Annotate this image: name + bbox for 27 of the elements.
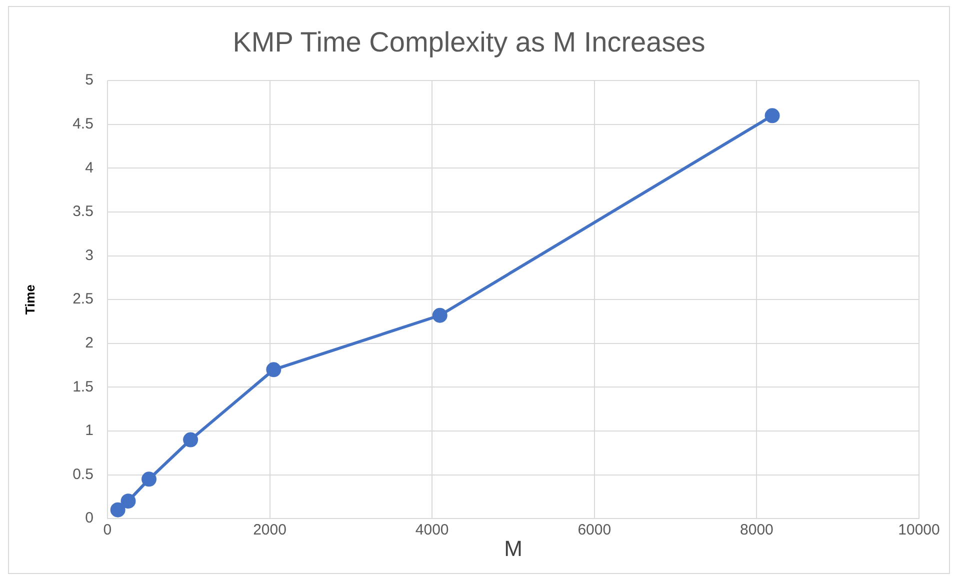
point: [266, 362, 282, 378]
y-tick-label: 1.5: [72, 378, 94, 396]
x-tick-label: 2000: [253, 522, 286, 539]
point: [142, 472, 157, 487]
y-axis-title: Time: [22, 284, 38, 315]
y-tick-label: 4: [85, 159, 94, 176]
y-tick-label: 3.5: [72, 203, 94, 220]
point: [764, 108, 780, 124]
x-tick-label: 8000: [740, 522, 774, 539]
y-tick-label: 0.5: [72, 466, 94, 483]
x-tick-label: 0: [103, 522, 112, 539]
x-tick-label: 10000: [898, 522, 940, 539]
y-tick-label: 5: [85, 72, 94, 89]
point: [110, 502, 126, 518]
y-tick-label: 1: [85, 422, 94, 440]
y-tick-label: 3: [85, 246, 94, 264]
x-axis-title: M: [504, 536, 522, 561]
point: [120, 494, 136, 509]
chart-title: KMP Time Complexity as M Increases: [232, 26, 706, 58]
x-tick-label: 4000: [415, 522, 449, 539]
y-tick-label: 4.5: [72, 116, 94, 133]
y-tick-label: 2: [85, 334, 94, 352]
point: [183, 432, 198, 448]
y-tick-label: 0: [85, 510, 94, 527]
y-tick-label: 2.5: [72, 290, 94, 308]
x-tick-label: 6000: [578, 522, 612, 539]
point: [432, 308, 448, 323]
